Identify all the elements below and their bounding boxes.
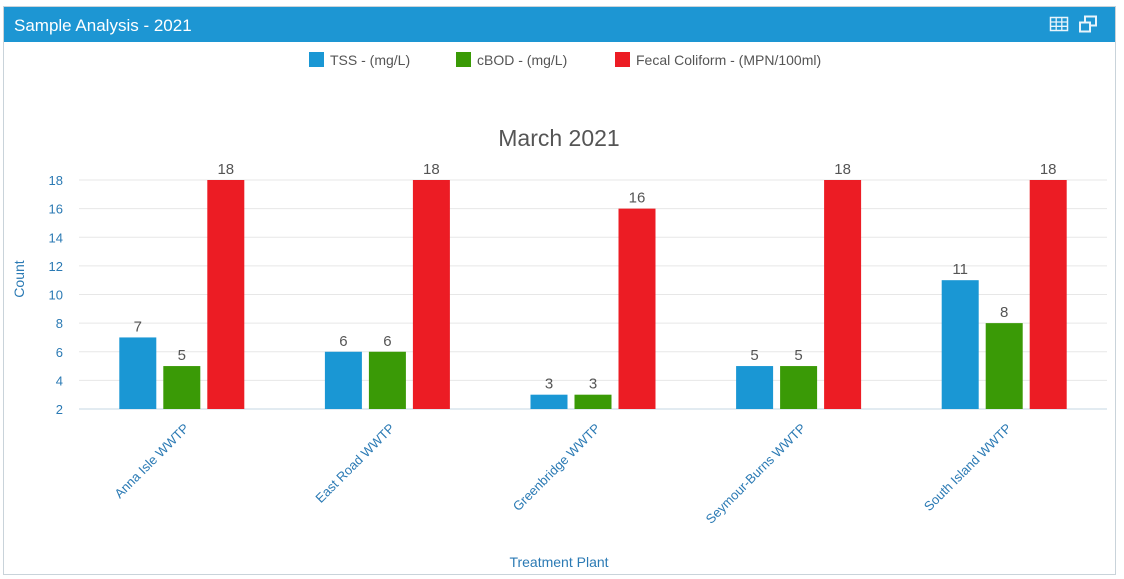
data-label: 18 (217, 161, 234, 178)
y-tick-label: 2 (56, 402, 63, 417)
x-tick-label: Anna Isle WWTP (111, 421, 192, 502)
data-label: 5 (178, 347, 186, 364)
bar-cbod-mg-l-south-island-wwtp[interactable] (985, 323, 1023, 409)
chart-panel: Sample Analysis - 2021 TSS - (mg/L) cBOD … (3, 6, 1116, 575)
x-tick-label: East Road WWTP (312, 421, 397, 506)
table-icon[interactable] (1049, 15, 1069, 33)
legend-swatch-fecal-coliform-mpn-100ml[interactable] (615, 52, 630, 67)
bar-tss-mg-l-east-road-wwtp[interactable] (324, 351, 362, 409)
y-tick-label: 4 (56, 373, 63, 388)
x-tick-label: Seymour-Burns WWTP (703, 421, 809, 527)
bar-tss-mg-l-seymour-burns-wwtp[interactable] (736, 366, 774, 409)
data-label: 8 (1000, 304, 1008, 321)
chart-title: March 2021 (498, 125, 619, 151)
x-axis-label: Treatment Plant (509, 554, 608, 570)
legend-label-fecal-coliform-mpn-100ml[interactable]: Fecal Coliform - (MPN/100ml) (636, 52, 821, 68)
data-label: 5 (794, 347, 802, 364)
y-axis-label: Count (11, 260, 27, 297)
legend-swatch-cbod-mg-l[interactable] (456, 52, 471, 67)
data-label: 6 (339, 333, 347, 350)
x-tick-label: Greenbridge WWTP (510, 421, 603, 514)
bar-cbod-mg-l-anna-isle-wwtp[interactable] (163, 366, 201, 409)
popout-icon[interactable] (1078, 15, 1098, 33)
bar-cbod-mg-l-greenbridge-wwtp[interactable] (574, 394, 612, 409)
y-tick-label: 8 (56, 316, 63, 331)
x-tick-label: South Island WWTP (921, 421, 1014, 514)
data-label: 6 (383, 333, 391, 350)
y-tick-label: 14 (49, 230, 63, 245)
panel-title: Sample Analysis - 2021 (14, 16, 192, 35)
legend-swatch-tss-mg-l[interactable] (309, 52, 324, 67)
data-label: 3 (545, 376, 553, 393)
data-label: 3 (589, 376, 597, 393)
y-tick-label: 18 (49, 173, 63, 188)
data-label: 18 (834, 161, 851, 178)
data-label: 18 (423, 161, 440, 178)
data-label: 7 (134, 318, 142, 335)
bar-cbod-mg-l-seymour-burns-wwtp[interactable] (780, 366, 818, 409)
legend-label-tss-mg-l[interactable]: TSS - (mg/L) (330, 52, 410, 68)
data-label: 11 (952, 261, 968, 278)
chart-area: TSS - (mg/L) cBOD - (mg/L) Fecal Coliform … (4, 42, 1115, 574)
bar-fecal-coliform-mpn-100ml-anna-isle-wwtp[interactable] (207, 180, 245, 409)
bar-cbod-mg-l-east-road-wwtp[interactable] (368, 351, 406, 409)
panel-titlebar: Sample Analysis - 2021 (4, 7, 1115, 42)
bar-tss-mg-l-anna-isle-wwtp[interactable] (119, 337, 157, 409)
y-tick-label: 12 (49, 259, 63, 274)
bar-fecal-coliform-mpn-100ml-south-island-wwtp[interactable] (1029, 180, 1067, 409)
bar-tss-mg-l-south-island-wwtp[interactable] (941, 280, 979, 409)
bar-tss-mg-l-greenbridge-wwtp[interactable] (530, 394, 568, 409)
data-label: 18 (1040, 161, 1057, 178)
bar-fecal-coliform-mpn-100ml-seymour-burns-wwtp[interactable] (824, 180, 862, 409)
bar-fecal-coliform-mpn-100ml-east-road-wwtp[interactable] (412, 180, 450, 409)
bar-fecal-coliform-mpn-100ml-greenbridge-wwtp[interactable] (618, 208, 656, 409)
y-tick-label: 6 (56, 345, 63, 360)
y-tick-label: 10 (49, 288, 63, 303)
y-tick-label: 16 (49, 202, 63, 217)
bar-chart: TSS - (mg/L) cBOD - (mg/L) Fecal Coliform … (11, 52, 1107, 570)
data-label: 5 (750, 347, 758, 364)
data-label: 16 (629, 190, 646, 207)
legend-label-cbod-mg-l[interactable]: cBOD - (mg/L) (477, 52, 567, 68)
